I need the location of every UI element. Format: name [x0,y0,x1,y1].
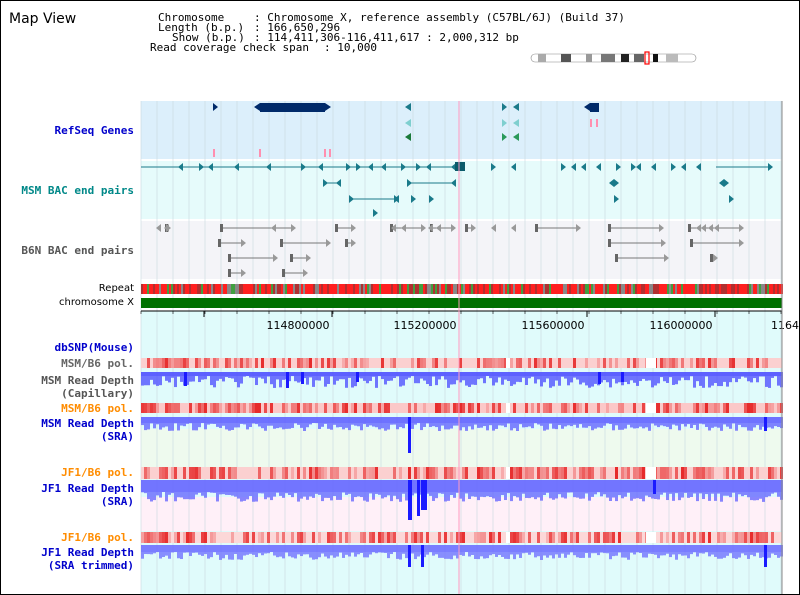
ruler-tick-label: 1164 [771,319,799,332]
repeat-track[interactable] [141,284,783,294]
label-jf1-trim-sub: (SRA trimmed) [47,559,134,572]
label-repeat[interactable]: Repeat [98,283,134,294]
length-key: Length (b.p.) [158,21,245,34]
vertical-grid [140,101,782,594]
bac-end-arrow [346,163,351,171]
ruler-tick-label: 114800000 [267,319,330,332]
gene-arrow [405,103,411,111]
bac-end-arrow [426,163,431,171]
msm-b6-polymorphism-track-2[interactable] [141,403,783,413]
msm-sra-bg [141,429,782,467]
jf1-sra-depth-track[interactable] [141,480,783,520]
gene-arrow [584,103,590,111]
bac-end-arrow [616,163,621,171]
gene-arrow [405,133,411,141]
length-value: : 166,650,296 [254,21,341,34]
bac-end-arrow [631,163,636,171]
label-dbsnp[interactable]: dbSNP(Mouse) [54,341,134,354]
bac-end-arrow [401,163,406,171]
coverage-key: Read coverage check span [150,41,309,54]
gene-arrow [502,133,507,141]
chromosome-ideogram[interactable] [530,51,697,65]
chromosome-bar[interactable] [141,298,782,308]
bac-end-arrow [266,163,271,171]
bac-end-arrow [581,163,586,171]
label-capillary: (Capillary) [61,387,134,400]
label-b6n-bac[interactable]: B6N BAC end pairs [21,244,134,257]
bac-end-arrow [491,163,496,171]
jf1-sra-bg [141,497,782,531]
label-msm-b6-pol-2[interactable]: MSM/B6 pol. [61,402,134,415]
bac-end-arrow [636,163,641,171]
msm-capillary-depth-track[interactable] [141,372,783,388]
bac-end-arrow [596,163,601,171]
ruler-tick-label: 115600000 [522,319,585,332]
bac-end-arrow [768,163,773,171]
refseq-track-bg [141,101,782,159]
gene-block [590,103,599,112]
gene-arrow [513,119,519,127]
jf1-b6-polymorphism-track[interactable] [141,467,783,479]
b6n-bac-end-pairs[interactable] [156,224,744,277]
gene-arrow [502,103,507,111]
b6n-bac-track-bg [141,221,782,279]
gene-arrow [513,133,519,141]
bac-end-arrow [301,163,306,171]
ruler-tick-label: 116000000 [650,319,713,332]
bac-end-arrow [318,163,323,171]
bac-end-arrow [571,163,576,171]
label-jf1-sra[interactable]: JF1 Read Depth [41,482,134,495]
gene-arrow [513,103,519,111]
msm-sra-depth-track[interactable] [141,417,783,453]
label-jf1-sra-sub: (SRA) [100,495,134,508]
label-msm-sra-sub: (SRA) [100,430,134,443]
coverage-value: : 10,000 [324,41,377,54]
bac-end-arrow [681,163,686,171]
ideogram-position-marker [644,51,650,65]
msm-b6-polymorphism-track[interactable] [141,358,782,368]
label-msm-b6-pol[interactable]: MSM/B6 pol. [61,357,134,370]
refseq-genes[interactable] [213,103,599,157]
label-refseq-genes[interactable]: RefSeq Genes [54,124,134,137]
bac-end-arrow [208,163,213,171]
show-key: Show (b.p.) [172,31,245,44]
msm-bac-end-pairs[interactable] [141,162,773,217]
chromosome-key: Chromosome [158,11,225,24]
bac-end-arrow [651,163,656,171]
window-title: Map View [9,11,77,27]
bac-end-arrow [356,163,361,171]
bac-end-arrow [671,163,676,171]
gene-arrow [213,103,218,111]
label-jf1-trim[interactable]: JF1 Read Depth [41,546,134,559]
bac-end-arrow [416,163,421,171]
gene-arrow [405,119,411,127]
label-msm-read-depth[interactable]: MSM Read Depth [41,374,134,387]
chromosome-value: : Chromosome X, reference assembly (C57B… [254,11,625,24]
ruler-ticks: 114800000 115200000 115600000 116000000 1164 [140,311,799,332]
bac-end-arrow [381,163,386,171]
bac-end-arrow [561,163,566,171]
bac-end-arrow [451,163,456,171]
bac-end-arrow [696,163,701,171]
show-value: : 114,411,306-116,411,617 : 2,000,312 bp [254,31,519,44]
bac-end-arrow [199,163,204,171]
bac-end-arrow [511,163,516,171]
bac-end-arrow [234,163,239,171]
gene-arrow [325,103,331,111]
label-msm-sra[interactable]: MSM Read Depth [41,417,134,430]
label-msm-bac[interactable]: MSM BAC end pairs [21,184,134,197]
bac-end-arrow [178,163,183,171]
gene-arrow [254,103,260,111]
jf1-b6-polymorphism-track-2[interactable] [141,532,782,543]
label-chromosome[interactable]: chromosome X [59,297,134,308]
ruler-tick-label: 115200000 [394,319,457,332]
bac-end-arrow [368,163,373,171]
gene-block [260,103,325,112]
label-jf1-b6-pol-2[interactable]: JF1/B6 pol. [61,531,134,544]
gene-arrow [502,119,507,127]
label-jf1-b6-pol[interactable]: JF1/B6 pol. [61,466,134,479]
